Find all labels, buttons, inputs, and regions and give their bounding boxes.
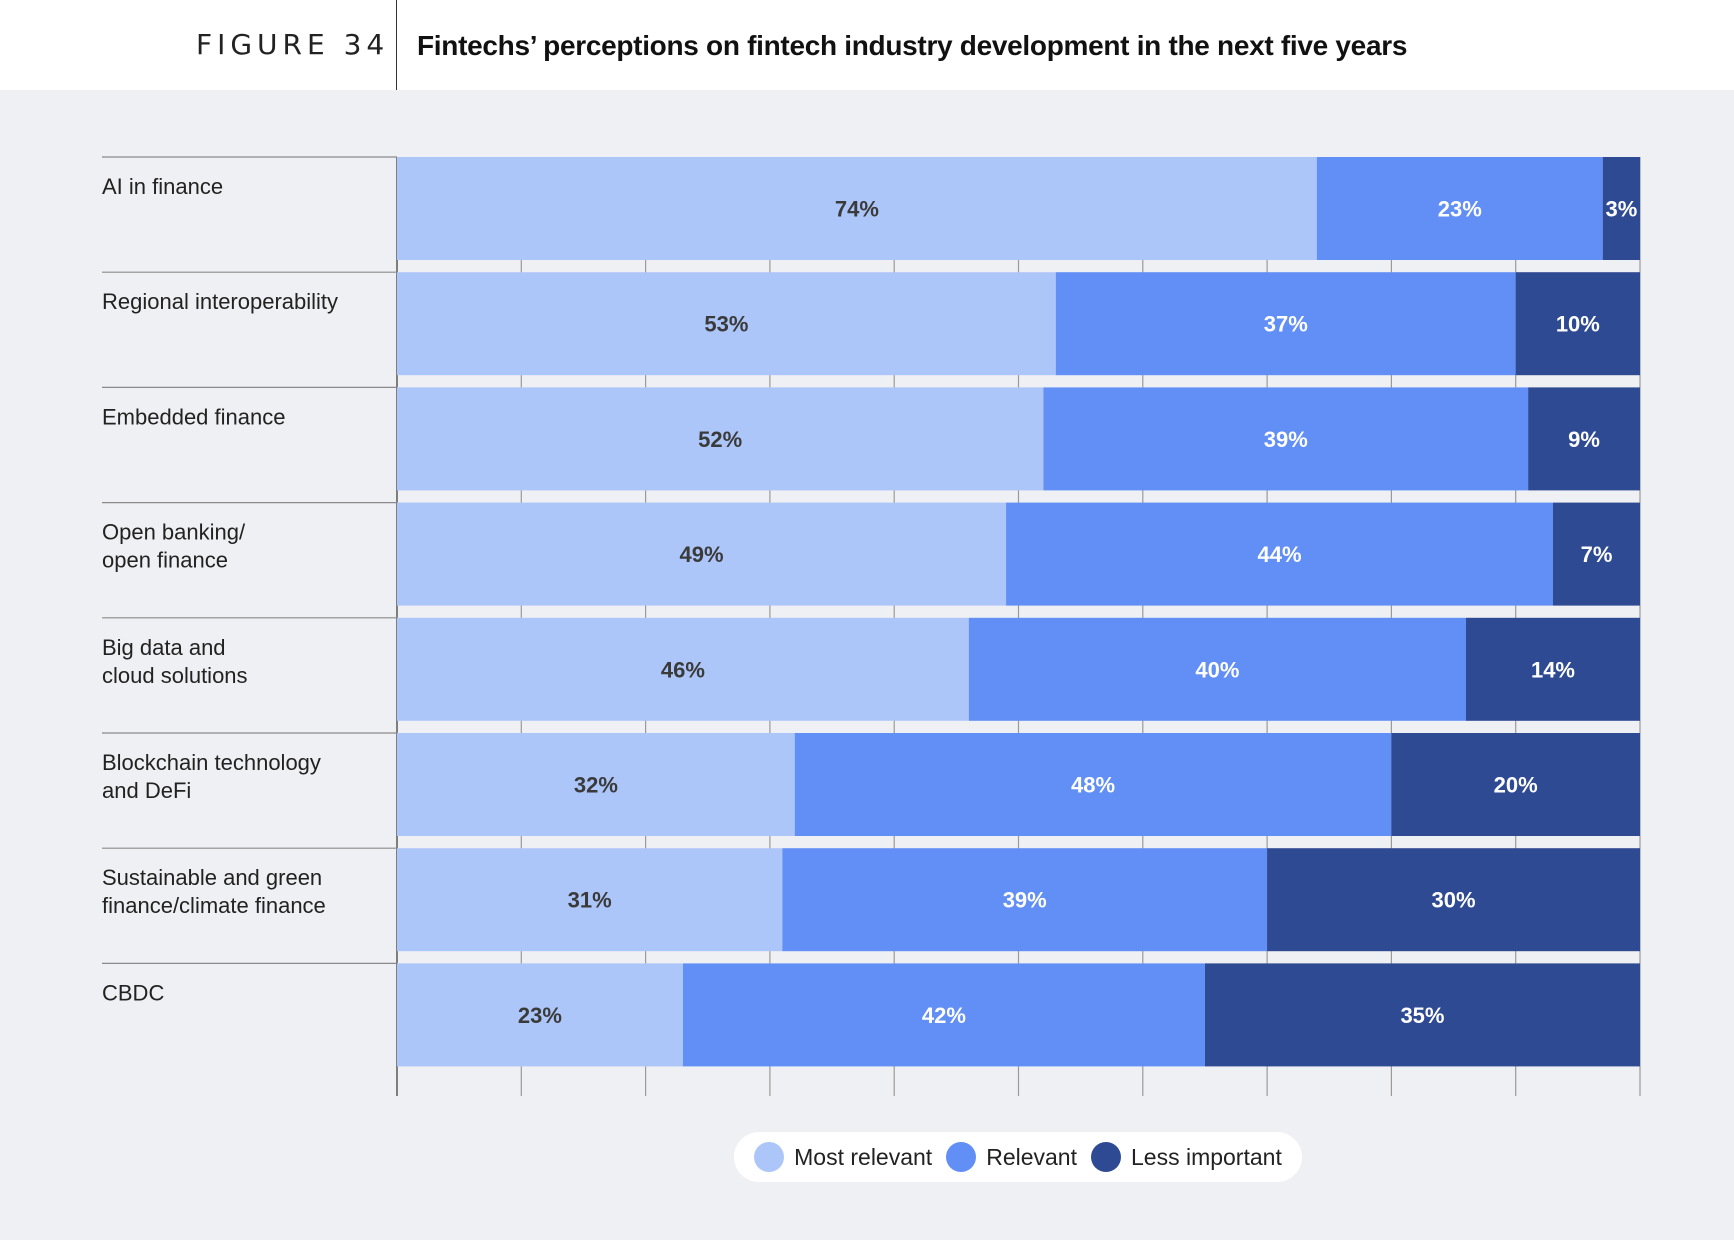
data-label: 52%: [698, 427, 742, 452]
bar-segment: [1316, 157, 1603, 260]
figure-title: Fintechs’ perceptions on fintech industr…: [417, 30, 1408, 61]
data-label: 49%: [680, 542, 724, 567]
figure-header: FIGURE 34 Fintechs’ perceptions on finte…: [0, 0, 1734, 90]
legend-swatch-most-relevant: [754, 1142, 785, 1172]
category-label: Sustainable and green finance/climate fin…: [102, 865, 326, 918]
header-divider: [396, 0, 397, 90]
data-label: 42%: [922, 1003, 966, 1028]
data-label: 39%: [1264, 427, 1308, 452]
data-label: 14%: [1531, 657, 1575, 682]
legend-item-less-important: Less important: [1090, 1142, 1282, 1172]
category-label: Regional interoperability: [102, 289, 338, 314]
category-label: Embedded finance: [102, 404, 285, 429]
bar-segment: [1006, 502, 1553, 606]
legend-swatch-less-important: [1090, 1142, 1121, 1172]
bar-segment: [397, 617, 969, 721]
bar-segment: [1602, 157, 1640, 260]
category-label: CBDC: [102, 980, 164, 1005]
legend-label-less-important: Less important: [1130, 1143, 1282, 1170]
data-label: 74%: [835, 197, 879, 222]
category-label: Big data and cloud solutions: [102, 635, 248, 688]
bar-segment: [1552, 502, 1640, 606]
data-label: 10%: [1556, 312, 1600, 337]
bar-segment: [1528, 387, 1640, 491]
bar-segment: [782, 848, 1268, 952]
data-label: 39%: [1003, 888, 1047, 913]
data-label: 3%: [1605, 197, 1637, 222]
category-label: Open banking/open finance: [102, 520, 246, 573]
bar-segment: [397, 848, 783, 952]
bar-segment: [1391, 733, 1640, 836]
data-label: 48%: [1071, 773, 1115, 798]
bar-segment: [397, 963, 683, 1067]
data-label: 46%: [661, 657, 705, 682]
bar-segment: [1043, 387, 1529, 491]
data-label: 31%: [568, 888, 612, 913]
chart-legend: Most relevant Relevant Less important: [734, 1132, 1302, 1182]
data-label: 23%: [1438, 197, 1482, 222]
data-label: 20%: [1494, 773, 1538, 798]
bar-segment: [397, 733, 795, 836]
data-label: 53%: [704, 312, 748, 337]
data-label: 32%: [574, 773, 618, 798]
data-label: 35%: [1400, 1003, 1444, 1028]
legend-swatch-relevant: [946, 1142, 977, 1172]
bar-segment: [1204, 963, 1640, 1067]
bar-segment: [1267, 848, 1640, 952]
bar-segment: [682, 963, 1205, 1067]
legend-item-relevant: Relevant: [946, 1142, 1077, 1172]
legend-label-relevant: Relevant: [986, 1143, 1077, 1170]
figure-number: FIGURE 34: [196, 28, 390, 61]
data-label: 23%: [518, 1003, 562, 1028]
data-label: 37%: [1264, 312, 1308, 337]
bar-segment: [397, 157, 1317, 260]
bar-segment: [1515, 272, 1640, 376]
bar-segment: [1465, 617, 1640, 721]
bar-segment: [794, 733, 1392, 836]
data-label: 9%: [1568, 427, 1600, 452]
bar-segment: [397, 502, 1007, 606]
bar-segment: [397, 272, 1056, 376]
category-label: Blockchain technology and DeFi: [102, 750, 321, 803]
bar-segment: [1055, 272, 1516, 376]
data-label: 40%: [1195, 657, 1239, 682]
data-label: 30%: [1432, 888, 1476, 913]
category-label: AI in finance: [102, 174, 223, 199]
bar-segment: [968, 617, 1466, 721]
legend-label-most-relevant: Most relevant: [794, 1143, 933, 1170]
bar-segment: [397, 387, 1044, 491]
data-label: 44%: [1258, 542, 1302, 567]
legend-item-most-relevant: Most relevant: [754, 1142, 932, 1172]
data-label: 7%: [1581, 542, 1613, 567]
